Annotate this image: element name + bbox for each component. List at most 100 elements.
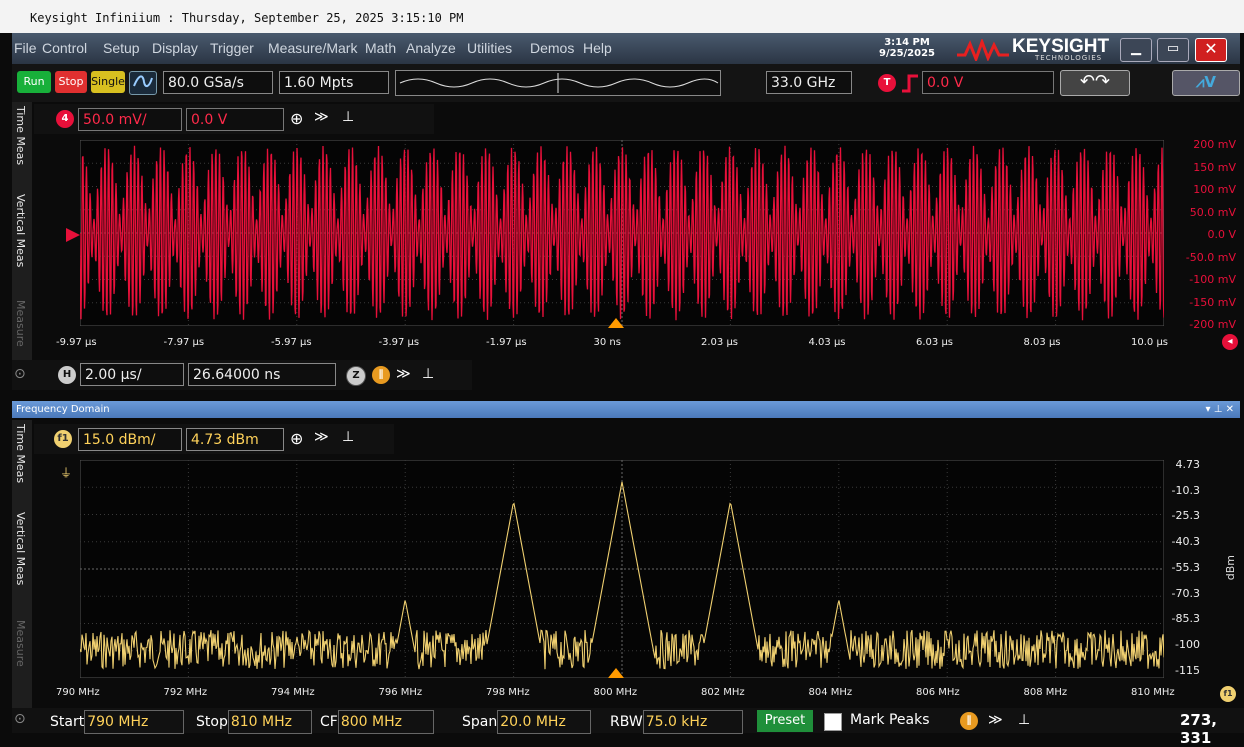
freq-y-tick: -10.3	[1171, 483, 1200, 497]
menu-file[interactable]: File	[14, 40, 37, 56]
rising-edge-icon[interactable]	[900, 73, 920, 93]
add-icon-f[interactable]: ⊕	[290, 429, 304, 448]
span-field[interactable]: Span 20.0 MHz	[462, 710, 592, 734]
menu-setup[interactable]: Setup	[103, 40, 140, 56]
acquisition-mode-button[interactable]	[129, 71, 157, 95]
single-button[interactable]: Single	[91, 71, 125, 93]
trigger-badge[interactable]: T	[878, 74, 896, 92]
preset-button[interactable]: Preset	[757, 710, 813, 732]
rbw-field[interactable]: RBW 75.0 kHz	[610, 710, 743, 734]
time-domain-plot[interactable]	[80, 140, 1164, 326]
menu-analyze[interactable]: Analyze	[406, 40, 456, 56]
expand-icon-f[interactable]: ≫	[314, 429, 329, 445]
time-y-tick: -50.0 mV	[1185, 250, 1236, 264]
tab-time-meas[interactable]: Time Meas	[14, 106, 27, 166]
time-x-tick: -3.97 µs	[378, 337, 420, 348]
center-frequency-field[interactable]: CF 800 MHz	[320, 710, 434, 734]
time-x-tick: -9.97 µs	[56, 337, 97, 348]
freq-y-tick: -85.3	[1171, 612, 1200, 626]
tab-time-meas-2[interactable]: Time Meas	[14, 424, 27, 484]
sample-rate-field[interactable]: 80.0 GSa/s	[163, 71, 273, 94]
memory-depth-field[interactable]: 1.60 Mpts	[279, 71, 389, 94]
time-x-tick: 8.03 µs	[1023, 337, 1061, 348]
expand-icon-h[interactable]: ≫	[396, 366, 411, 382]
run-button[interactable]: Run	[17, 71, 51, 93]
zoom-badge[interactable]: Z	[346, 366, 366, 386]
undo-icon[interactable]: ↶	[1079, 71, 1095, 92]
menu-demos[interactable]: Demos	[530, 40, 575, 56]
freq-x-tick: 802 MHz	[701, 687, 745, 698]
channel-control-bar: 4 50.0 mV/ 0.0 V ⊕ ≫ ⊥	[34, 104, 434, 134]
menu-help[interactable]: Help	[583, 40, 612, 56]
waveform-icon	[133, 75, 153, 88]
freq-x-tick: 798 MHz	[486, 687, 530, 698]
spectrum-plot[interactable]	[80, 460, 1164, 678]
horizontal-badge[interactable]: H	[58, 366, 76, 384]
bandwidth-field[interactable]: 33.0 GHz	[766, 71, 852, 94]
minimize-button[interactable]: ▁	[1120, 38, 1152, 62]
vertical-scale-field[interactable]: 50.0 mV/	[78, 108, 182, 131]
freq-x-tick: 804 MHz	[808, 687, 853, 698]
menu-control[interactable]: Control	[42, 40, 88, 56]
function-control-bar: f1 15.0 dBm/ 4.73 dBm ⊕ ≫ ⊥	[34, 424, 394, 454]
menu-display[interactable]: Display	[152, 40, 198, 56]
freq-x-tick: 792 MHz	[163, 687, 208, 698]
add-icon[interactable]: ⊕	[290, 109, 304, 128]
time-y-tick: 200 mV	[1193, 138, 1236, 151]
time-y-tick: -100 mV	[1189, 273, 1236, 286]
cursor-coordinates: 273, 331	[1180, 711, 1218, 747]
horizontal-scale-field[interactable]: 2.00 µs/	[80, 363, 184, 386]
brand-name: KEYSIGHT	[1012, 36, 1110, 57]
menu-trigger[interactable]: Trigger	[210, 40, 254, 56]
window-title-bar: Keysight Infiniium : Thursday, September…	[0, 0, 1244, 33]
redo-icon[interactable]: ↷	[1095, 71, 1111, 92]
freq-x-tick: 790 MHz	[56, 687, 100, 698]
tab-measure[interactable]: Measure	[14, 300, 27, 347]
function-f1-badge[interactable]: f1	[54, 430, 72, 448]
menu-math[interactable]: Math	[365, 40, 397, 56]
bandwidth-waveform-display[interactable]	[395, 70, 721, 96]
start-field[interactable]: Start 790 MHz	[50, 710, 185, 734]
horizontal-control-bar: ⊙ H 2.00 µs/ 26.64000 ns Z ∥ ≫ ⊥	[12, 360, 472, 390]
center-freq-marker-icon	[608, 668, 624, 678]
maximize-button[interactable]: ▭	[1157, 38, 1189, 62]
trigger-level-field[interactable]: 0.0 V	[922, 71, 1054, 94]
stop-button[interactable]: Stop	[55, 71, 87, 93]
expand-icon-bottom[interactable]: ≫	[988, 712, 1003, 728]
tab-measure-2[interactable]: Measure	[14, 620, 27, 667]
panel-controls-icon[interactable]: ▾ ⊥ ✕	[1205, 404, 1234, 415]
time-x-tick: 2.03 µs	[701, 337, 739, 348]
toolbar: Run Stop Single 80.0 GSa/s 1.60 Mpts 33.…	[12, 64, 1240, 102]
spectrum-trace	[80, 481, 1164, 670]
frequency-domain-header: Frequency Domain ▾ ⊥ ✕	[12, 401, 1240, 418]
freq-x-tick: 808 MHz	[1023, 687, 1068, 698]
undo-redo-group: ↶↷	[1060, 70, 1130, 96]
channel-4-badge[interactable]: 4	[56, 110, 74, 128]
mark-peaks-checkbox[interactable]	[824, 713, 842, 731]
pin-icon-h[interactable]: ⊥	[422, 366, 435, 382]
pin-icon-bottom[interactable]: ⊥	[1018, 712, 1031, 728]
vertical-offset-field[interactable]: 0.0 V	[186, 108, 284, 131]
collapse-icon-bottom[interactable]: ⊙	[14, 711, 26, 727]
freq-offset-field[interactable]: 4.73 dBm	[186, 428, 284, 451]
menu-measure-mark[interactable]: Measure/Mark	[268, 40, 358, 56]
collapse-icon[interactable]: ⊙	[14, 366, 26, 382]
horizontal-position-field[interactable]: 26.64000 ns	[188, 363, 336, 386]
close-button[interactable]: ✕	[1195, 38, 1227, 62]
pin-icon[interactable]: ⊥	[342, 109, 355, 125]
stop-field[interactable]: Stop 810 MHz	[196, 710, 312, 734]
time-y-tick: 0.0 V	[1207, 228, 1236, 241]
tab-vertical-meas[interactable]: Vertical Meas	[14, 194, 27, 268]
auto-scale-button[interactable]: ⩘V	[1172, 70, 1240, 96]
time-x-tick: -5.97 µs	[271, 337, 312, 348]
freq-x-tick: 794 MHz	[271, 687, 315, 698]
time-x-tick: 10.0 µs	[1131, 337, 1169, 348]
menu-utilities[interactable]: Utilities	[467, 40, 513, 56]
expand-icon[interactable]: ≫	[314, 109, 329, 125]
tab-vertical-meas-2[interactable]: Vertical Meas	[14, 512, 27, 586]
freq-scale-field[interactable]: 15.0 dBm/	[78, 428, 182, 451]
pause-icon-bottom[interactable]: ∥	[960, 712, 978, 730]
pin-icon-f[interactable]: ⊥	[342, 429, 355, 445]
pause-icon[interactable]: ∥	[372, 366, 390, 384]
time-x-tick: 6.03 µs	[916, 337, 954, 348]
